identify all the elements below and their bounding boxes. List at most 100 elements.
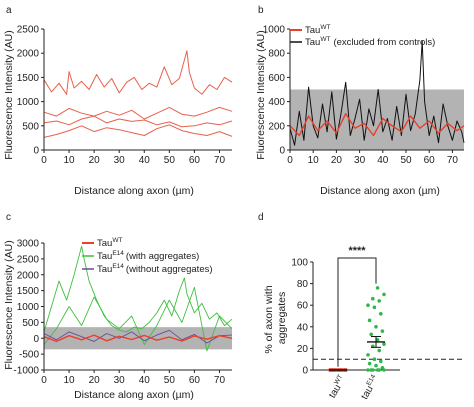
panel-c-legend-sup-1: WT xyxy=(112,237,122,244)
panel-c-xtick-label: 20 xyxy=(89,375,101,386)
panel-c-ytick-label: 0 xyxy=(33,334,39,345)
panel-c-ytick-label: 3000 xyxy=(17,239,40,250)
panel-c: 0 10 20 30 40 50 60 70 -1000 -500 0 500 1000 1500 2000… xyxy=(3,237,233,401)
panel-b-legend-name-2: Tau xyxy=(305,37,320,48)
panel-c-legend: TauWT TauE14 (with aggregates) TauE14 (wit… xyxy=(82,237,213,275)
panel-b-legend-sup-2: WT xyxy=(320,36,330,43)
panel-c-ytick-label: 2500 xyxy=(17,254,40,265)
panel-a-series-line-1 xyxy=(43,50,233,95)
panel-b-xlabel: Distance along axon (µm) xyxy=(320,185,440,197)
panel-c-ytick-label: 1500 xyxy=(17,286,40,297)
panel-b-xtick-label: 60 xyxy=(424,155,436,166)
panel-d-point-e14 xyxy=(382,292,386,297)
svg-text:TauWT: TauWT xyxy=(97,237,122,249)
panel-c-ytick-label: 2000 xyxy=(17,270,40,281)
panel-d-point-e14 xyxy=(366,368,370,372)
panel-d-point-e14 xyxy=(375,368,380,372)
panel-c-ylabel: Fluorescence Intensity (AU) xyxy=(3,240,15,370)
panel-b-ytick-label: 0 xyxy=(279,146,285,157)
panel-b-ytick-label: 1000 xyxy=(263,25,286,36)
panel-b-xtick-label: 70 xyxy=(447,155,459,166)
panel-c-xtick-label: 50 xyxy=(164,375,176,386)
panel-a-ytick-label: 1500 xyxy=(17,73,40,84)
panel-d-point-e14 xyxy=(380,329,385,333)
panel-b-legend-note-2: (excluded from controls) xyxy=(333,37,435,48)
panel-a-series-line-3 xyxy=(43,115,233,128)
panel-b-xtick-label: 20 xyxy=(331,155,343,166)
panel-c-ytick-label: 1000 xyxy=(17,302,40,313)
panel-d-point-e14 xyxy=(372,305,377,310)
panel-d-point-e14 xyxy=(374,363,378,368)
panel-b-ytick-label: 200 xyxy=(268,121,285,132)
panel-d-point-e14 xyxy=(367,361,372,366)
panel-c-series-line-e14-agg xyxy=(43,245,233,333)
svg-text:% of axon with aggregate: % of axon with aggregates xyxy=(263,282,288,353)
panel-a-xtick-label: 60 xyxy=(189,155,201,166)
panel-c-xtick-label: 40 xyxy=(139,375,151,386)
panel-b-ytick-label: 400 xyxy=(268,97,285,108)
panel-d-point-e14 xyxy=(366,353,370,357)
panel-b-legend-sup-1: WT xyxy=(320,24,330,31)
panel-c-legend-name-2: Tau xyxy=(97,251,112,262)
panel-d-ytick-label: 20 xyxy=(297,344,309,355)
panel-a-xtick-label: 30 xyxy=(114,155,126,166)
panel-d-point-e14 xyxy=(367,318,372,323)
panel-d-point-e14 xyxy=(374,325,378,329)
panel-c-series-line-wt xyxy=(43,334,233,343)
panel-d-point-e14 xyxy=(371,296,375,301)
panel-c-ytick-label: -500 xyxy=(19,350,39,361)
panel-b-xtick-label: 30 xyxy=(354,155,366,166)
panel-d-letter: d xyxy=(258,212,264,223)
panel-d-ytick-label: 40 xyxy=(297,322,309,333)
panel-b-xtick-label: 50 xyxy=(400,155,412,166)
svg-text:TauWT: TauWT xyxy=(305,24,330,36)
panel-d-point-e14 xyxy=(377,348,382,353)
panel-a-ytick-label: 0 xyxy=(33,146,39,157)
panel-a-letter: a xyxy=(6,5,12,16)
panel-c-series-line-e14-agg-2 xyxy=(43,286,233,352)
panel-b-series-line-wt xyxy=(289,112,465,137)
panel-c-legend-sup-2: E14 xyxy=(112,250,124,257)
panel-b-ytick-label: 600 xyxy=(268,73,285,84)
svg-text:TauWT(excluded from controls): TauWT (excluded from controls) xyxy=(305,36,435,48)
panel-a-xlabel: Distance along axon (µm) xyxy=(74,185,194,197)
panel-d-point-e14 xyxy=(379,359,383,364)
panel-d-point-e14 xyxy=(372,357,377,362)
panel-a-xtick-label: 20 xyxy=(89,155,101,166)
panel-d-point-e14 xyxy=(375,286,380,290)
panel-c-xtick-label: 30 xyxy=(114,375,126,386)
panel-c-xtick-label: 70 xyxy=(214,375,226,386)
panel-c-legend-name-1: Tau xyxy=(97,238,112,249)
panel-d-point-e14 xyxy=(377,299,382,303)
panel-d-significance: **** xyxy=(348,245,366,257)
panel-b-ytick-label: 800 xyxy=(268,49,285,60)
panel-d-ytick-label: 0 xyxy=(302,366,308,377)
panel-d-ytick-label: 100 xyxy=(291,258,308,269)
panel-c-xtick-label: 60 xyxy=(189,375,201,386)
panel-a-xtick-label: 10 xyxy=(64,155,76,166)
panel-d-category-2: tauE14 xyxy=(358,373,381,401)
panel-c-letter: c xyxy=(6,212,11,223)
panel-b-legend-name-1: Tau xyxy=(305,25,320,36)
panel-b-legend: TauWT TauWT (excluded from controls) xyxy=(290,24,435,48)
panel-a-xtick-label: 70 xyxy=(214,155,226,166)
panel-a-ytick-label: 1000 xyxy=(17,97,40,108)
panel-a-ylabel: Fluorescence Intensity (AU) xyxy=(3,30,15,160)
svg-text:TauE14(without aggregates): TauE14 (without aggregates) xyxy=(97,263,213,275)
panel-c-xtick-label: 0 xyxy=(41,375,47,386)
panel-c-legend-name-3: Tau xyxy=(97,264,112,275)
panel-c-control-band xyxy=(44,327,232,350)
panel-d-point-e14 xyxy=(382,342,386,346)
panel-d-category-1: tauWT xyxy=(326,373,348,400)
panel-a-xtick-label: 0 xyxy=(41,155,47,166)
panel-a-xtick-label: 50 xyxy=(164,155,176,166)
panel-c-xlabel: Distance along axon (µm) xyxy=(74,389,194,401)
panel-c-ytick-label: -1000 xyxy=(13,366,39,377)
panel-d: 0 20 40 60 80 100 % of axon with aggregates *… xyxy=(263,245,464,402)
panel-b: 0 10 20 30 40 50 60 70 0 200 400 600 800 1000 Distanc… xyxy=(255,24,465,197)
panel-c-series-line-e14-noagg xyxy=(43,329,233,344)
panel-b-xtick-label: 0 xyxy=(287,155,293,166)
panel-b-xtick-label: 10 xyxy=(308,155,320,166)
panel-c-legend-note-3: (without aggregates) xyxy=(126,264,213,275)
